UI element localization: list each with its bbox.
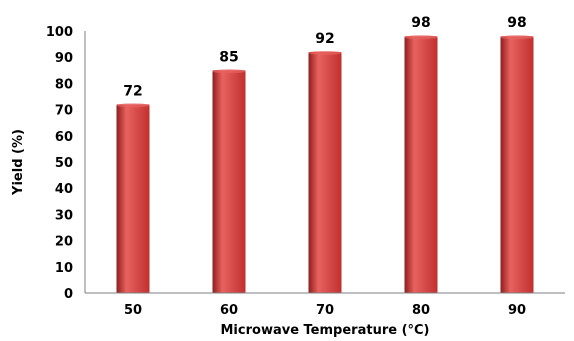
data-label: 98 [507, 15, 526, 31]
y-tick-label: 90 [55, 51, 73, 66]
y-tick-label: 80 [55, 77, 73, 92]
x-tick-label: 60 [220, 303, 238, 318]
bar [116, 104, 150, 293]
bar-cap [212, 69, 246, 74]
x-tick-label: 80 [412, 303, 430, 318]
x-tick-label: 50 [124, 303, 142, 318]
y-tick-label: 30 [55, 208, 73, 223]
y-tick-label: 60 [55, 130, 73, 145]
bar-cap [116, 103, 150, 108]
y-tick-label: 0 [64, 287, 73, 302]
y-tick-label: 50 [55, 156, 73, 171]
x-tick-label: 70 [316, 303, 334, 318]
bar [404, 36, 438, 294]
y-tick-label: 20 [55, 235, 73, 250]
x-tick-label: 90 [508, 303, 526, 318]
y-axis-title: Yield (%) [11, 129, 26, 196]
data-label: 98 [411, 15, 430, 31]
y-tick-label: 10 [55, 261, 73, 276]
y-tick-label: 70 [55, 104, 73, 119]
x-axis-ticks: 50 60 70 80 90 [124, 303, 526, 318]
bar [500, 36, 534, 294]
bar [308, 51, 342, 294]
data-labels: 72 85 92 98 98 [123, 15, 526, 99]
x-axis-title: Microwave Temperature (°C) [221, 323, 430, 338]
data-label: 92 [315, 31, 334, 47]
data-label: 85 [219, 49, 238, 65]
bar [212, 70, 246, 293]
data-label: 72 [123, 83, 142, 99]
bar-cap [308, 50, 342, 55]
bar-cap [404, 35, 438, 40]
y-tick-label: 100 [46, 25, 73, 40]
bars [116, 35, 534, 294]
y-axis-ticks: 0 10 20 30 40 50 60 70 80 90 100 [46, 25, 73, 302]
bar-cap [500, 35, 534, 40]
y-tick-label: 40 [55, 182, 73, 197]
